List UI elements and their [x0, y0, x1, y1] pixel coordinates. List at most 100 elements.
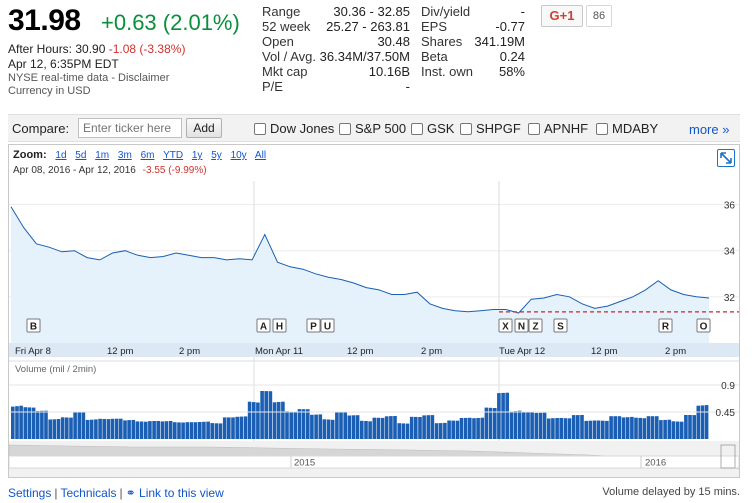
- zoom-ytd[interactable]: YTD: [163, 150, 184, 161]
- stat-value: 341.19M: [474, 34, 525, 49]
- volume-bar: [214, 423, 219, 439]
- volume-bar: [19, 405, 23, 439]
- volume-bar: [542, 412, 547, 439]
- volume-bar: [206, 421, 210, 439]
- overview-scrollbar: [9, 455, 739, 469]
- compare-bar: Compare: Add Dow Jones S&P 500 GSK SHPGF…: [8, 114, 740, 142]
- volume-bar: [351, 415, 356, 439]
- event-marker-n: N: [514, 318, 529, 333]
- zoom-1d[interactable]: 1d: [55, 150, 67, 161]
- checkbox[interactable]: [528, 123, 540, 135]
- volume-bar: [164, 421, 169, 439]
- volume-bar: [609, 416, 613, 439]
- google-plus-button[interactable]: G+1: [541, 5, 583, 27]
- checkbox[interactable]: [411, 123, 423, 135]
- event-marker-box: [553, 318, 568, 333]
- ticker-input[interactable]: [78, 118, 182, 138]
- compare-item-gsk[interactable]: GSK: [411, 121, 454, 136]
- volume-bar: [285, 411, 289, 439]
- more-compare-link[interactable]: more »: [689, 122, 730, 137]
- stat-value: 58%: [498, 64, 525, 79]
- checkbox[interactable]: [254, 123, 266, 135]
- volume-bar: [310, 414, 314, 439]
- event-marker-o: O: [696, 318, 711, 333]
- volume-bar: [318, 414, 323, 439]
- compare-item-dow-jones[interactable]: Dow Jones: [254, 121, 334, 136]
- settings-link[interactable]: Settings: [8, 486, 52, 500]
- volume-bar: [81, 412, 86, 439]
- volume-bar: [509, 411, 514, 439]
- event-marker-box: [26, 318, 41, 333]
- add-ticker-button[interactable]: Add: [186, 118, 222, 138]
- volume-bar: [185, 422, 190, 439]
- zoom-all[interactable]: All: [254, 150, 267, 161]
- zoom-10y[interactable]: 10y: [230, 150, 247, 161]
- volume-bar: [156, 421, 160, 439]
- zoom-3m[interactable]: 3m: [117, 150, 132, 161]
- volume-bar: [522, 412, 526, 439]
- stats-right: Div/yield - EPS -0.77 Shares 341.19M Bet…: [421, 4, 525, 84]
- stat-value: 30.36 - 32.85: [333, 4, 410, 19]
- volume-bar: [239, 416, 244, 439]
- volume-bar: [613, 416, 617, 439]
- volume-bar: [584, 420, 588, 439]
- x-tick-label: 12 pm: [107, 346, 133, 357]
- volume-bar: [617, 416, 622, 439]
- volume-bar: [638, 417, 642, 439]
- zoom-6m[interactable]: 6m: [140, 150, 155, 161]
- volume-bar: [679, 421, 684, 439]
- data-source-disclaimer[interactable]: NYSE real-time data - Disclaimer: [8, 72, 170, 84]
- volume-bar: [468, 417, 472, 439]
- volume-bar: [418, 417, 422, 439]
- expand-chart-icon[interactable]: [717, 149, 735, 167]
- zoom-1y[interactable]: 1y: [191, 150, 203, 161]
- volume-bar: [243, 416, 248, 439]
- volume-bar: [56, 419, 61, 439]
- stat-label: Range: [262, 4, 301, 19]
- event-marker-box: [256, 318, 271, 333]
- x-tick-label: 12 pm: [347, 346, 373, 357]
- zoom-5y[interactable]: 5y: [211, 150, 222, 161]
- compare-item-apnhf[interactable]: APNHF: [528, 121, 588, 136]
- volume-bar: [44, 410, 48, 439]
- volume-bar: [123, 420, 127, 439]
- volume-bar: [139, 421, 144, 439]
- volume-bar: [538, 412, 543, 439]
- volume-bar: [684, 415, 688, 439]
- zoom-1m[interactable]: 1m: [95, 150, 110, 161]
- stat-label: 52 week: [262, 19, 311, 34]
- checkbox[interactable]: [339, 123, 351, 135]
- compare-item-mdaby[interactable]: MDABY: [596, 121, 658, 136]
- stat-value: -: [520, 4, 525, 19]
- currency-note: Currency in USD: [8, 85, 91, 97]
- compare-item-sp500[interactable]: S&P 500: [339, 121, 406, 136]
- price-line: [10, 206, 710, 314]
- volume-bar: [119, 418, 123, 439]
- checkbox[interactable]: [596, 123, 608, 135]
- volume-bar: [252, 402, 256, 439]
- compare-item-shpgf[interactable]: SHPGF: [460, 121, 521, 136]
- event-marker-label: P: [310, 322, 317, 333]
- volume-bar: [704, 405, 709, 439]
- volume-bar: [393, 416, 397, 439]
- checkbox[interactable]: [460, 123, 472, 135]
- stock-chart[interactable]: Zoom: 1d 5d 1m 3m 6m YTD 1y 5y 10y All A…: [8, 144, 740, 478]
- volume-bar: [650, 416, 655, 439]
- volume-bar: [675, 421, 680, 439]
- technicals-link[interactable]: Technicals: [60, 486, 117, 500]
- volume-bar: [605, 420, 609, 439]
- volume-bar: [596, 420, 601, 439]
- year-label: 2016: [645, 458, 666, 469]
- volume-bar: [260, 391, 264, 439]
- event-marker-label: R: [662, 322, 670, 333]
- volume-chart: Volume (mil / 2min) 0.9 0.45: [9, 360, 739, 439]
- zoom-5d[interactable]: 5d: [75, 150, 87, 161]
- volume-bar: [27, 407, 32, 439]
- after-hours-row: After Hours: 30.90 -1.08 (-3.38%): [8, 42, 185, 56]
- volume-bar: [372, 417, 377, 439]
- volume-bar: [659, 420, 663, 439]
- volume-bar: [52, 419, 57, 439]
- link-to-view[interactable]: Link to this view: [139, 486, 224, 500]
- event-marker-s: S: [553, 318, 568, 333]
